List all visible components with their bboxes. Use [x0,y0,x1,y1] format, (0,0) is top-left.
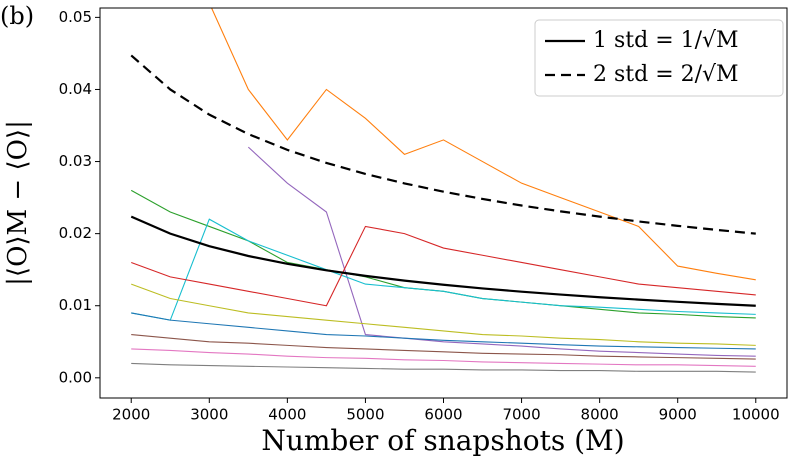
plot-frame [99,7,788,399]
plot-lines [130,8,756,373]
series-line [131,334,756,360]
x-tick-label: 4000 [268,406,306,424]
legend-box [534,19,784,97]
series-line [131,362,756,373]
series-line [131,225,756,307]
series-line [131,312,756,350]
series-line [130,215,756,307]
y-tick-label: 0.00 [59,368,92,386]
x-tick-label: 5000 [346,406,384,424]
y-tick-label: 0.04 [59,80,92,98]
y-tick-label: 0.05 [59,8,92,26]
y-tick-label: 0.03 [59,152,92,170]
legend-label: 1 std = 1/√M [593,28,739,53]
x-tick-label: 6000 [424,406,462,424]
x-axis-label: Number of snapshots (M) [261,424,624,457]
x-tick-label: 7000 [502,406,540,424]
series-line [210,8,756,281]
series-line [131,218,756,321]
x-tick-label: 10000 [732,406,780,424]
x-tick-label: 9000 [659,406,697,424]
series-line [131,348,756,367]
series-line [131,283,756,346]
x-tick-label: 2000 [112,406,150,424]
legend-label: 2 std = 2/√M [593,62,739,87]
series-line [247,146,756,357]
x-tick-label: 8000 [581,406,619,424]
series-line [130,189,756,319]
x-tick-label: 3000 [190,406,228,424]
series-line [130,54,756,235]
y-tick-label: 0.02 [59,224,92,242]
panel-label: (b) [0,2,34,30]
y-tick-label: 0.01 [59,296,92,314]
y-axis-label: |⟨O⟩M − ⟨O⟩| [3,120,33,286]
